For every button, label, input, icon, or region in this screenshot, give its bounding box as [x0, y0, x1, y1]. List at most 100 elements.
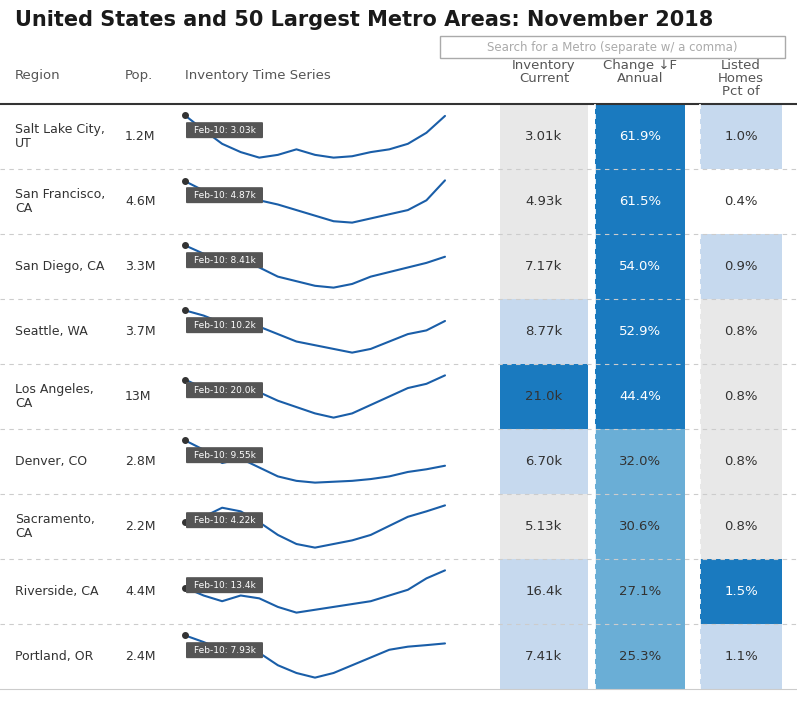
Bar — [595, 104, 685, 169]
Text: Feb-10: 20.0k: Feb-10: 20.0k — [194, 385, 255, 395]
Text: Feb-10: 9.55k: Feb-10: 9.55k — [194, 451, 255, 460]
Text: Homes: Homes — [718, 72, 764, 85]
Text: Feb-10: 3.03k: Feb-10: 3.03k — [194, 126, 255, 135]
Bar — [700, 169, 782, 234]
Text: Pct of: Pct of — [722, 85, 760, 98]
Bar — [700, 364, 782, 429]
Text: Denver, CO: Denver, CO — [15, 455, 87, 468]
Text: 3.01k: 3.01k — [525, 130, 563, 143]
Text: 1.1%: 1.1% — [724, 650, 758, 663]
Bar — [500, 364, 588, 429]
Text: 52.9%: 52.9% — [619, 325, 661, 338]
Text: CA: CA — [15, 397, 32, 410]
Text: 1.5%: 1.5% — [724, 585, 758, 598]
FancyBboxPatch shape — [186, 512, 263, 528]
Text: 3.3M: 3.3M — [125, 260, 155, 273]
Bar — [440, 36, 785, 58]
Text: Feb-10: 4.87k: Feb-10: 4.87k — [194, 191, 255, 199]
Text: 7.17k: 7.17k — [525, 260, 563, 273]
Bar — [700, 559, 782, 624]
Text: 0.8%: 0.8% — [724, 455, 758, 468]
Bar — [595, 429, 685, 494]
Text: Feb-10: 7.93k: Feb-10: 7.93k — [194, 646, 255, 655]
Bar — [500, 559, 588, 624]
Bar — [595, 494, 685, 559]
Text: Portland, OR: Portland, OR — [15, 650, 93, 663]
Text: CA: CA — [15, 202, 32, 215]
Text: Search for a Metro (separate w/ a comma): Search for a Metro (separate w/ a comma) — [487, 41, 738, 53]
FancyBboxPatch shape — [186, 317, 263, 333]
Text: Listed: Listed — [721, 59, 761, 72]
Text: Salt Lake City,: Salt Lake City, — [15, 123, 105, 136]
Bar — [700, 104, 782, 169]
FancyBboxPatch shape — [186, 577, 263, 593]
Text: Feb-10: 4.22k: Feb-10: 4.22k — [194, 516, 255, 524]
Text: 4.4M: 4.4M — [125, 585, 155, 598]
Bar — [595, 169, 685, 234]
Text: Change ↓F: Change ↓F — [603, 59, 677, 72]
Bar — [595, 364, 685, 429]
Text: San Francisco,: San Francisco, — [15, 188, 105, 201]
Text: 2.2M: 2.2M — [125, 520, 155, 533]
Text: 13M: 13M — [125, 390, 151, 403]
Text: Inventory Time Series: Inventory Time Series — [185, 69, 331, 82]
Text: 1.2M: 1.2M — [125, 130, 155, 143]
Text: 21.0k: 21.0k — [525, 390, 563, 403]
Bar — [700, 624, 782, 689]
Bar — [595, 624, 685, 689]
Text: 2.4M: 2.4M — [125, 650, 155, 663]
Text: Feb-10: 13.4k: Feb-10: 13.4k — [194, 581, 255, 590]
Text: Current: Current — [519, 72, 569, 85]
Bar — [700, 234, 782, 299]
Text: Los Angeles,: Los Angeles, — [15, 383, 94, 396]
Text: 3.7M: 3.7M — [125, 325, 155, 338]
FancyBboxPatch shape — [186, 252, 263, 268]
Bar — [500, 624, 588, 689]
Text: San Diego, CA: San Diego, CA — [15, 260, 104, 273]
Text: Annual: Annual — [617, 72, 663, 85]
Text: Sacramento,: Sacramento, — [15, 513, 95, 526]
Text: UT: UT — [15, 137, 32, 150]
Text: Seattle, WA: Seattle, WA — [15, 325, 88, 338]
FancyBboxPatch shape — [186, 187, 263, 203]
Text: Feb-10: 10.2k: Feb-10: 10.2k — [194, 321, 255, 330]
Text: 32.0%: 32.0% — [619, 455, 661, 468]
Text: 1.0%: 1.0% — [724, 130, 758, 143]
Bar — [700, 494, 782, 559]
Bar — [595, 559, 685, 624]
Text: 5.13k: 5.13k — [525, 520, 563, 533]
Text: CA: CA — [15, 527, 32, 540]
Text: Feb-10: 8.41k: Feb-10: 8.41k — [194, 256, 255, 265]
Text: 0.8%: 0.8% — [724, 325, 758, 338]
Text: 0.8%: 0.8% — [724, 520, 758, 533]
Text: 4.6M: 4.6M — [125, 195, 155, 208]
Bar — [595, 234, 685, 299]
Bar — [500, 234, 588, 299]
Text: 0.8%: 0.8% — [724, 390, 758, 403]
Text: Region: Region — [15, 69, 61, 82]
Text: 25.3%: 25.3% — [619, 650, 662, 663]
Text: 61.9%: 61.9% — [619, 130, 661, 143]
FancyBboxPatch shape — [186, 382, 263, 398]
Text: 30.6%: 30.6% — [619, 520, 661, 533]
Bar — [500, 104, 588, 169]
Text: 61.5%: 61.5% — [619, 195, 661, 208]
Bar — [500, 299, 588, 364]
Text: 6.70k: 6.70k — [525, 455, 563, 468]
Bar — [500, 169, 588, 234]
Bar — [700, 429, 782, 494]
Bar — [595, 299, 685, 364]
Text: 7.41k: 7.41k — [525, 650, 563, 663]
Text: 0.4%: 0.4% — [724, 195, 758, 208]
Text: 0.9%: 0.9% — [724, 260, 758, 273]
Text: Riverside, CA: Riverside, CA — [15, 585, 99, 598]
Bar — [500, 429, 588, 494]
Text: Inventory: Inventory — [512, 59, 575, 72]
FancyBboxPatch shape — [186, 642, 263, 658]
Text: Pop.: Pop. — [125, 69, 153, 82]
Text: 16.4k: 16.4k — [525, 585, 563, 598]
FancyBboxPatch shape — [186, 447, 263, 463]
Text: 8.77k: 8.77k — [525, 325, 563, 338]
Text: 44.4%: 44.4% — [619, 390, 661, 403]
Text: 2.8M: 2.8M — [125, 455, 155, 468]
